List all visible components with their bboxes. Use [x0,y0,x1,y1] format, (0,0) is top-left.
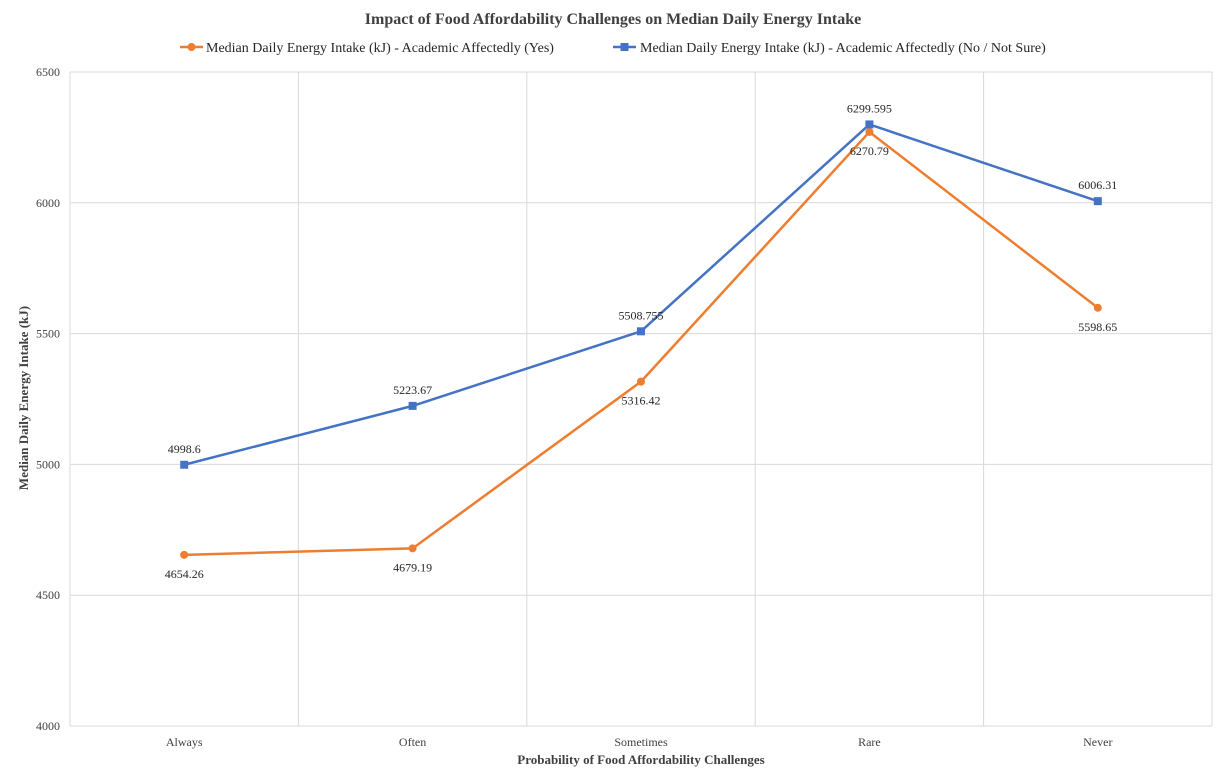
data-label: 6006.31 [1078,178,1117,192]
chart-title: Impact of Food Affordability Challenges … [365,11,861,28]
series-line-0 [184,130,1099,557]
legend: Median Daily Energy Intake (kJ) - Academ… [180,41,1046,56]
data-point[interactable] [865,127,874,136]
legend-item-yes[interactable]: Median Daily Energy Intake (kJ) - Academ… [180,41,554,56]
data-point[interactable] [1093,197,1102,206]
series-layer [180,120,1102,559]
data-label: 5598.65 [1078,320,1117,334]
y-tick-label: 5000 [36,457,60,471]
data-point[interactable] [180,550,189,559]
x-axis-title: Probability of Food Affordability Challe… [517,752,765,767]
y-tick-label: 6500 [36,65,60,79]
data-point[interactable] [408,401,417,410]
data-point[interactable] [637,377,645,386]
data-point[interactable] [408,544,417,553]
data-point[interactable] [180,460,189,469]
legend-marker-no [620,43,629,51]
data-label: 4654.26 [165,567,204,581]
y-axis-ticks: 4000 4500 5000 5500 6000 6500 [36,65,60,733]
data-point[interactable] [1093,303,1102,312]
y-tick-label: 4500 [36,588,60,602]
x-tick-label: Rare [858,735,881,749]
data-label: 5508.755 [619,308,664,322]
legend-label-no: Median Daily Energy Intake (kJ) - Academ… [640,41,1046,56]
data-label: 6299.595 [847,101,892,115]
series-line-1 [183,123,1099,466]
data-label: 4679.19 [393,560,432,574]
legend-marker-yes [187,43,196,51]
x-tick-label: Often [399,735,426,749]
legend-item-no[interactable]: Median Daily Energy Intake (kJ) - Academ… [613,41,1046,56]
data-labels: 4654.26 4679.19 5316.42 6270.79 5598.65 4998.… [165,101,1118,580]
data-point[interactable] [637,327,645,336]
y-tick-label: 4000 [36,719,60,733]
y-tick-label: 5500 [36,327,60,341]
legend-label-yes: Median Daily Energy Intake (kJ) - Academ… [206,41,554,56]
y-axis-title: Median Daily Energy Intake (kJ) [16,306,31,490]
data-label: 5223.67 [393,383,432,397]
data-label: 4998.6 [168,442,201,456]
data-label: 5316.42 [622,394,661,408]
x-tick-label: Never [1083,735,1112,749]
y-tick-label: 6000 [36,196,60,210]
x-tick-label: Always [166,735,203,749]
data-label: 6270.79 [850,144,889,158]
data-point[interactable] [865,120,874,129]
x-axis-ticks: Always Often Sometimes Rare Never [166,735,1113,749]
x-tick-label: Sometimes [614,735,668,749]
